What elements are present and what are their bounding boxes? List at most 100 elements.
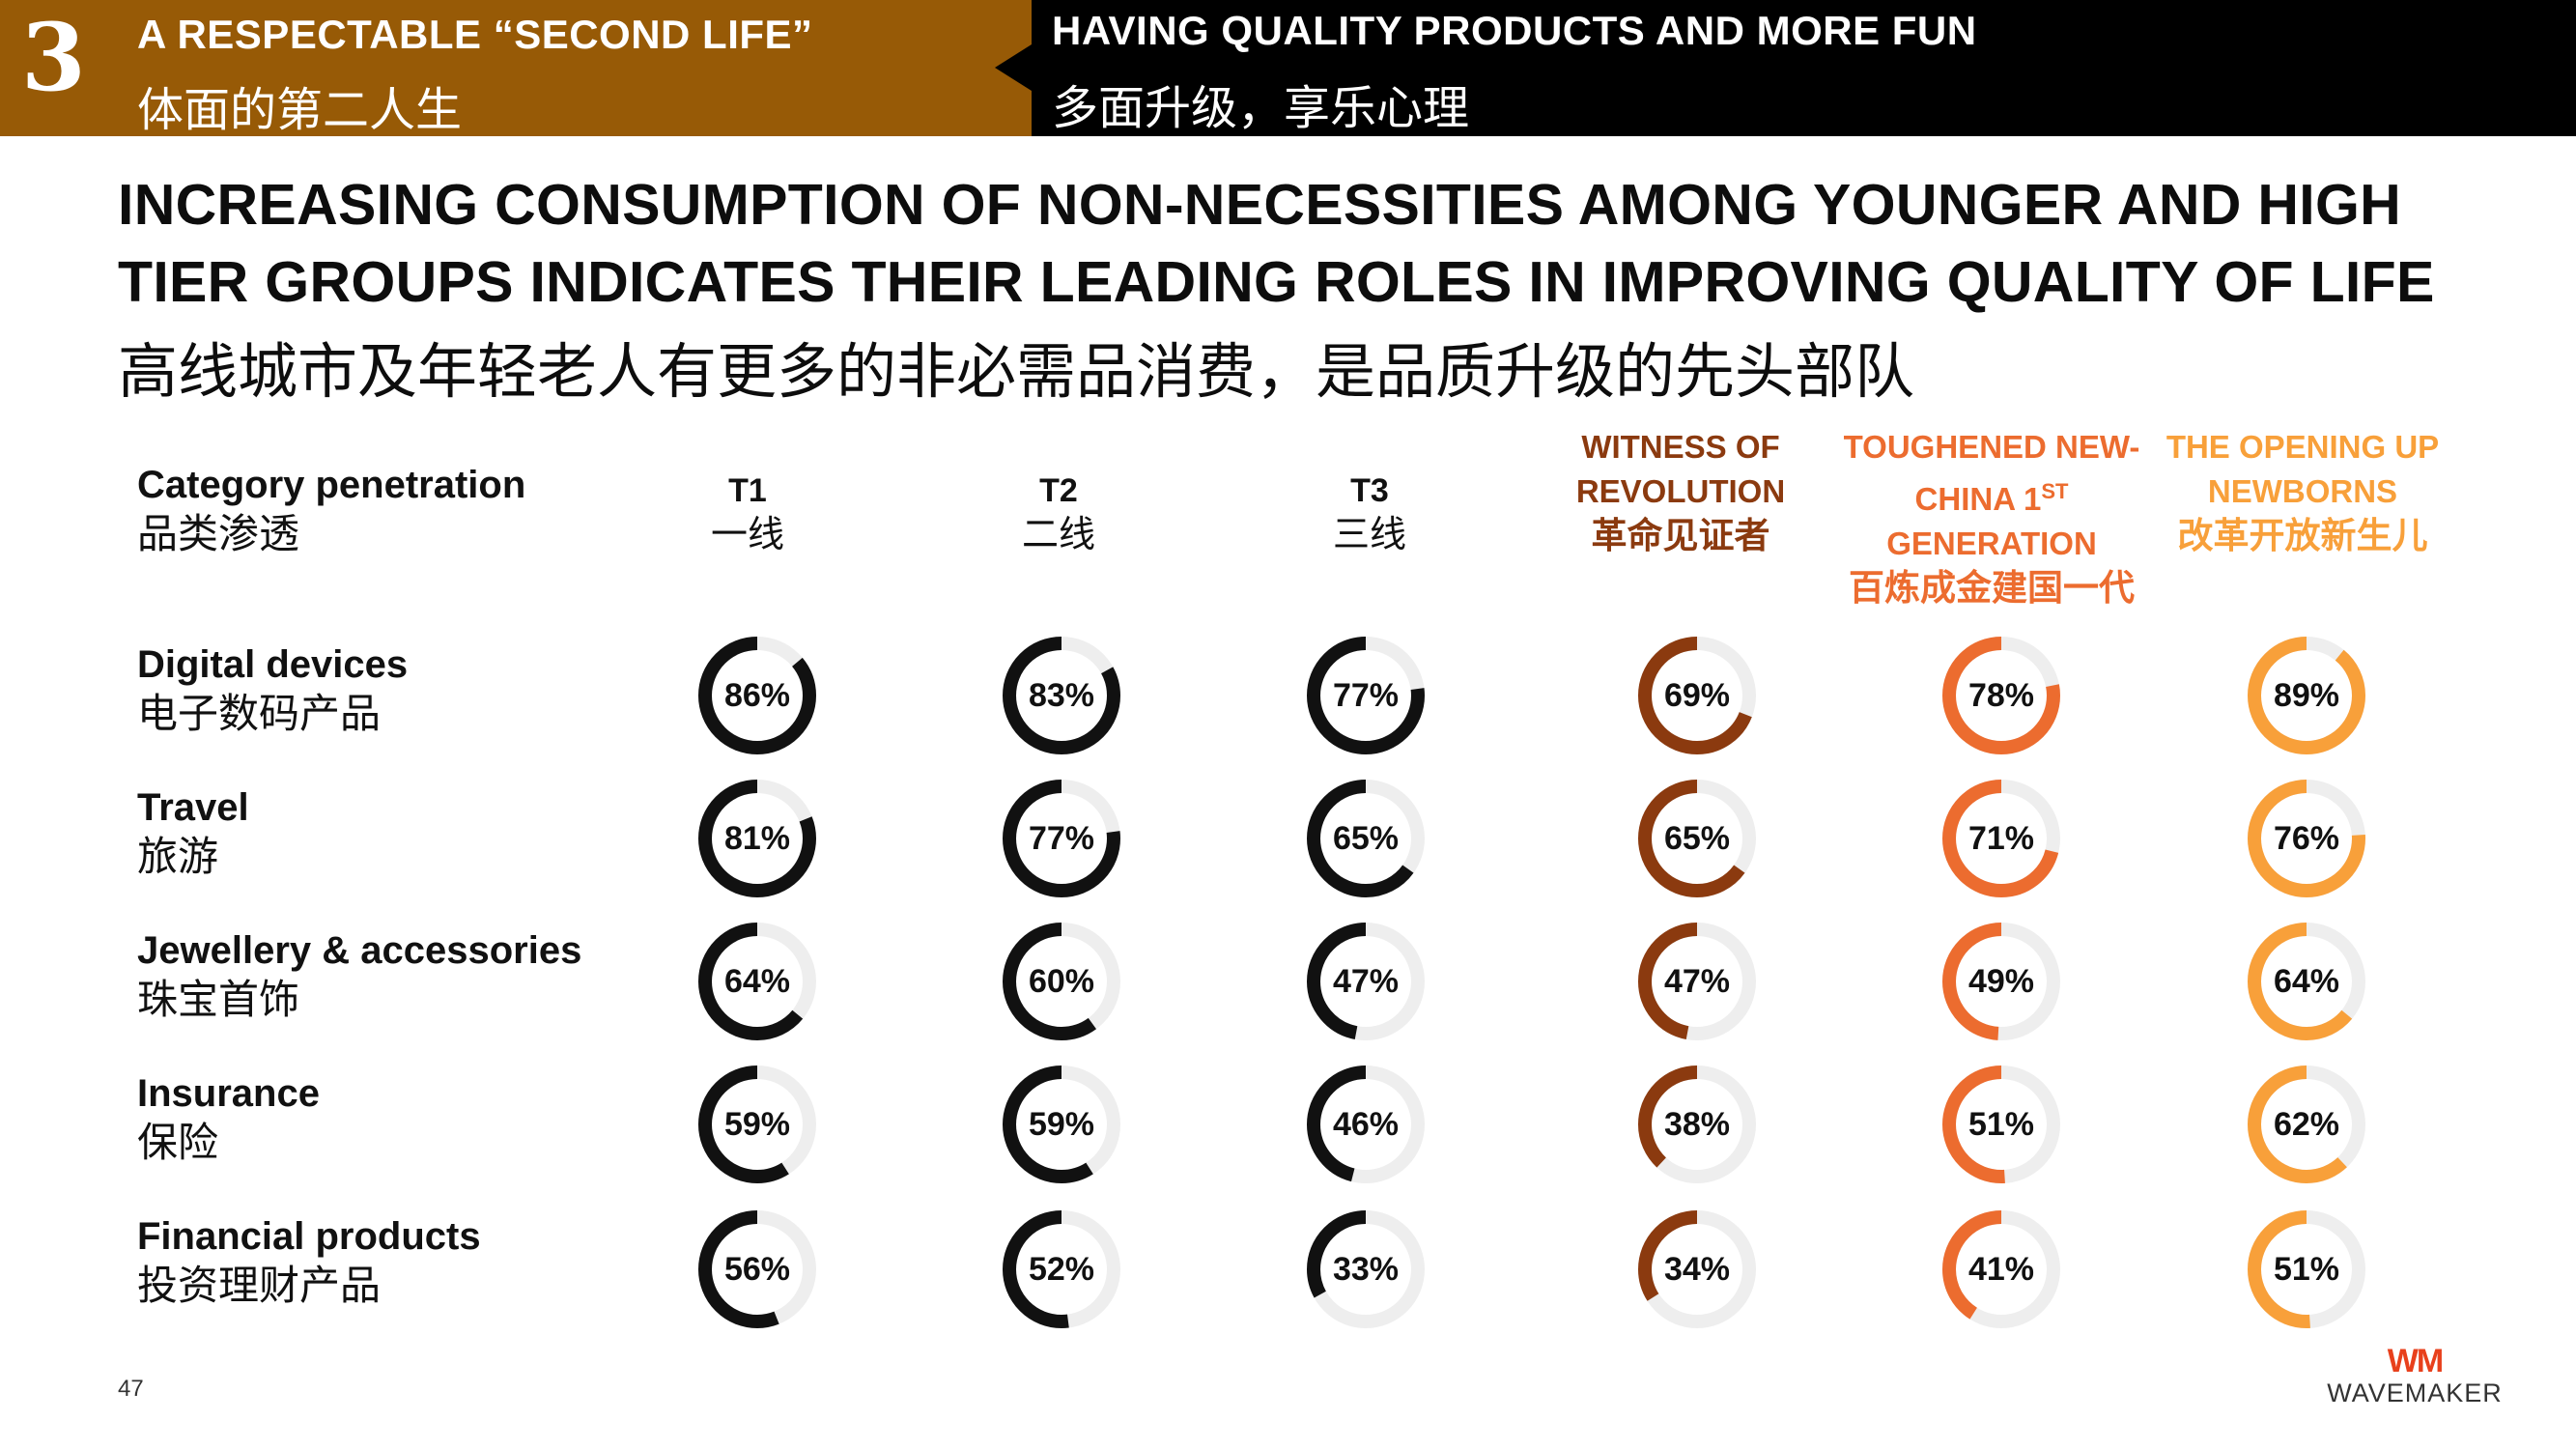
donut-value-label: 76%	[2273, 820, 2340, 857]
section-number: 3	[21, 3, 86, 112]
column-header-t1: T1 一线	[593, 469, 902, 557]
donut-svg	[2248, 923, 2365, 1040]
column-label-line: TOUGHENED NEW-	[1843, 429, 2140, 465]
donut-arc-toughened	[1942, 637, 2060, 754]
column-label-zh: 革命见证者	[1591, 516, 1770, 555]
donut-value-label: 47%	[1663, 963, 1731, 1000]
donut-value-label: 89%	[2273, 677, 2340, 714]
donut-value-label: 52%	[1028, 1251, 1095, 1288]
donut-arc-toughened	[1942, 1210, 2060, 1328]
column-label-line: WITNESS OF	[1581, 429, 1780, 465]
donut-t3-row-4: 33%	[1303, 1207, 1429, 1332]
category-penetration-title: Category penetration	[137, 464, 526, 506]
donut-arc-opening	[2248, 1065, 2365, 1183]
donut-opening-row-0: 89%	[2244, 633, 2369, 758]
donut-value-label: 62%	[2273, 1106, 2340, 1143]
donut-svg	[698, 1210, 816, 1328]
row-label-en: Financial products	[137, 1215, 481, 1258]
donut-svg	[698, 637, 816, 754]
donut-t2-row-2: 60%	[999, 919, 1124, 1044]
donut-value-label: 41%	[1967, 1251, 2035, 1288]
logo-wordmark: WAVEMAKER	[2327, 1378, 2503, 1407]
donut-t1-row-0: 86%	[694, 633, 820, 758]
section-header-right: HAVING QUALITY PRODUCTS AND MORE FUN 多面升…	[1032, 0, 2576, 136]
donut-t2-row-3: 59%	[999, 1062, 1124, 1187]
donut-opening-row-4: 51%	[2244, 1207, 2369, 1332]
donut-svg	[1307, 1065, 1425, 1183]
donut-arc-toughened	[1942, 780, 2060, 897]
donut-t1-row-2: 64%	[694, 919, 820, 1044]
donut-arc-witness	[1638, 1210, 1756, 1328]
category-penetration-heading: Category penetration 品类渗透	[137, 462, 525, 560]
donut-arc-t1	[698, 780, 816, 897]
donut-value-label: 81%	[723, 820, 791, 857]
row-label-financial-products: Financial products 投资理财产品	[137, 1213, 481, 1312]
donut-t1-row-4: 56%	[694, 1207, 820, 1332]
column-label-line: CHINA 1ST	[1837, 469, 2146, 522]
donut-t3-row-0: 77%	[1303, 633, 1429, 758]
donut-value-label: 59%	[1028, 1106, 1095, 1143]
donut-value-label: 64%	[723, 963, 791, 1000]
headline-line-1: INCREASING CONSUMPTION OF NON-NECESSITIE…	[118, 173, 2402, 237]
donut-svg	[698, 923, 816, 1040]
donut-value-label: 59%	[723, 1106, 791, 1143]
donut-witness-row-2: 47%	[1634, 919, 1760, 1044]
column-label: T1	[728, 472, 767, 509]
donut-svg	[1003, 1065, 1120, 1183]
donut-value-label: 56%	[723, 1251, 791, 1288]
donut-arc-opening	[2248, 923, 2365, 1040]
donut-svg	[1942, 637, 2060, 754]
donut-arc-witness	[1638, 923, 1756, 1040]
donut-t1-row-3: 59%	[694, 1062, 820, 1187]
donut-t3-row-1: 65%	[1303, 776, 1429, 901]
donut-value-label: 51%	[1967, 1106, 2035, 1143]
donut-toughened-row-3: 51%	[1939, 1062, 2064, 1187]
row-label-en: Jewellery & accessories	[137, 929, 582, 972]
column-label-superscript: ST	[2041, 479, 2069, 503]
donut-svg	[1003, 923, 1120, 1040]
donut-svg	[1942, 780, 2060, 897]
donut-svg	[1638, 637, 1756, 754]
donut-svg	[1307, 637, 1425, 754]
column-label-zh: 二线	[1021, 515, 1095, 555]
column-header-toughened-generation: TOUGHENED NEW- CHINA 1ST GENERATION 百炼成金…	[1837, 425, 2146, 611]
donut-t2-row-1: 77%	[999, 776, 1124, 901]
donut-svg	[1638, 923, 1756, 1040]
header-bar: 3 A RESPECTABLE “SECOND LIFE” 体面的第二人生 HA…	[0, 0, 2576, 136]
donut-arc-toughened	[1942, 923, 2060, 1040]
column-label: T2	[1039, 472, 1078, 509]
headline-zh: 高线城市及年轻老人有更多的非必需品消费，是品质升级的先头部队	[118, 339, 1915, 406]
donut-svg	[2248, 637, 2365, 754]
logo-mark: WM	[2387, 1343, 2444, 1379]
donut-svg	[698, 1065, 816, 1183]
donut-opening-row-1: 76%	[2244, 776, 2369, 901]
donut-value-label: 46%	[1332, 1106, 1400, 1143]
column-header-opening-up-newborns: THE OPENING UP NEWBORNS 改革开放新生儿	[2148, 425, 2457, 558]
donut-toughened-row-4: 41%	[1939, 1207, 2064, 1332]
row-label-zh: 旅游	[137, 834, 219, 879]
subsection-title-zh: 多面升级，享乐心理	[1052, 83, 1470, 134]
donut-value-label: 83%	[1028, 677, 1095, 714]
column-label-zh: 改革开放新生儿	[2177, 516, 2428, 555]
donut-witness-row-3: 38%	[1634, 1062, 1760, 1187]
donut-opening-row-3: 62%	[2244, 1062, 2369, 1187]
donut-arc-opening	[2248, 637, 2365, 754]
donut-svg	[2248, 1210, 2365, 1328]
donut-svg	[698, 780, 816, 897]
row-label-digital-devices: Digital devices 电子数码产品	[137, 641, 408, 740]
donut-value-label: 51%	[2273, 1251, 2340, 1288]
donut-arc-t1	[698, 923, 816, 1040]
row-label-zh: 电子数码产品	[137, 691, 382, 736]
donut-svg	[2248, 780, 2365, 897]
donut-value-label: 33%	[1332, 1251, 1400, 1288]
donut-arc-toughened	[1942, 1065, 2060, 1183]
donut-svg	[1307, 923, 1425, 1040]
donut-witness-row-0: 69%	[1634, 633, 1760, 758]
donut-arc-witness	[1638, 637, 1756, 754]
donut-svg	[1638, 1210, 1756, 1328]
donut-arc-opening	[2248, 780, 2365, 897]
donut-value-label: 60%	[1028, 963, 1095, 1000]
donut-value-label: 77%	[1028, 820, 1095, 857]
donut-value-label: 86%	[723, 677, 791, 714]
donut-arc-t2	[1003, 780, 1120, 897]
